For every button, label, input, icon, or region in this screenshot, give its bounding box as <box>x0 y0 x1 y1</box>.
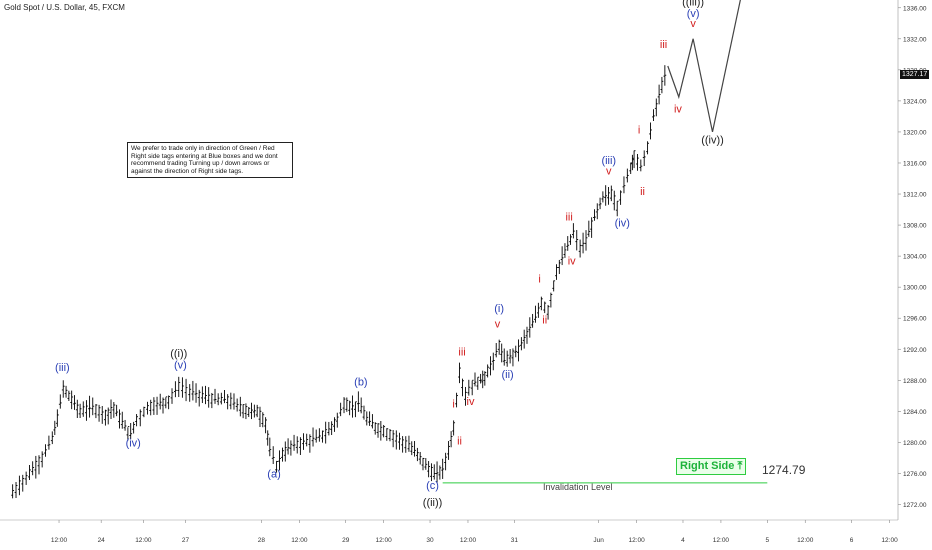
wave-label: ((i)) <box>170 348 187 360</box>
wave-label: ii <box>457 436 462 448</box>
x-tick-label: 12:00 <box>713 537 730 544</box>
y-tick-label: 1320.00 <box>903 129 927 136</box>
wave-label: ((ii)) <box>423 497 443 509</box>
x-tick-label: 12:00 <box>291 537 308 544</box>
invalidation-label: Invalidation Level <box>543 482 613 492</box>
y-tick-label: 1324.00 <box>903 98 927 105</box>
y-tick-label: 1336.00 <box>903 5 927 12</box>
wave-label: iv <box>568 256 576 268</box>
x-tick-label: 12:00 <box>628 537 645 544</box>
x-tick-label: 31 <box>511 537 519 544</box>
y-tick-label: 1304.00 <box>903 254 927 261</box>
wave-label: (b) <box>354 377 367 389</box>
y-tick-label: 1316.00 <box>903 160 927 167</box>
strategy-note: We prefer to trade only in direction of … <box>127 142 293 178</box>
y-tick-label: 1272.00 <box>903 502 927 509</box>
y-tick-label: 1296.00 <box>903 316 927 323</box>
invalidation-value: 1274.79 <box>762 463 806 477</box>
x-tick-label: 12:00 <box>797 537 814 544</box>
wave-label: iii <box>565 211 572 223</box>
wave-label: iv <box>674 104 682 116</box>
x-tick-label: 12:00 <box>51 537 68 544</box>
x-tick-label: 27 <box>182 537 190 544</box>
wave-label: (iii) <box>55 362 70 374</box>
y-tick-label: 1280.00 <box>903 440 927 447</box>
chart-title: Gold Spot / U.S. Dollar, 45, FXCM <box>4 3 125 12</box>
wave-label: (i) <box>494 303 504 315</box>
x-tick-label: 4 <box>681 537 685 544</box>
y-tick-label: 1300.00 <box>903 285 927 292</box>
last-price-tag: 1327.17 <box>900 70 930 79</box>
x-tick-label: 28 <box>258 537 266 544</box>
right-side-tag[interactable]: Right Side ⤒ <box>676 458 747 475</box>
wave-label: (iii) <box>601 155 616 167</box>
x-tick-label: 29 <box>342 537 350 544</box>
x-tick-label: Jun <box>593 537 604 544</box>
wave-label: (c) <box>426 480 439 492</box>
x-tick-label: 12:00 <box>460 537 477 544</box>
y-tick-label: 1308.00 <box>903 223 927 230</box>
wave-label: (iv) <box>126 437 141 449</box>
x-tick-label: 12:00 <box>135 537 152 544</box>
y-tick-label: 1332.00 <box>903 36 927 43</box>
y-tick-label: 1288.00 <box>903 378 927 385</box>
x-tick-label: 24 <box>98 537 106 544</box>
projection-line <box>667 0 741 133</box>
wave-label: ii <box>640 186 645 198</box>
x-tick-label: 30 <box>426 537 434 544</box>
wave-label: (ii) <box>501 369 513 381</box>
wave-label: ((iv)) <box>701 135 724 147</box>
wave-label: (iv) <box>615 218 630 230</box>
wave-label: iii <box>660 39 667 51</box>
up-arrow-icon: ⤒ <box>737 460 743 472</box>
wave-label: (v) <box>174 360 187 372</box>
y-tick-label: 1284.00 <box>903 409 927 416</box>
x-tick-label: 6 <box>850 537 854 544</box>
wave-label: i <box>638 124 640 136</box>
y-tick-label: 1292.00 <box>903 347 927 354</box>
x-tick-label: 5 <box>765 537 769 544</box>
wave-label: v <box>690 18 696 30</box>
wave-label: (v) <box>687 8 700 20</box>
wave-label: (a) <box>267 468 280 480</box>
x-tick-label: 12:00 <box>881 537 898 544</box>
wave-label: iii <box>458 346 465 358</box>
wave-label: i <box>538 274 540 286</box>
wave-label: i <box>452 398 454 410</box>
wave-label: iv <box>467 396 475 408</box>
wave-label: v <box>495 319 501 331</box>
wave-label: ((iii)) <box>682 0 704 8</box>
y-tick-label: 1276.00 <box>903 471 927 478</box>
wave-label: v <box>606 166 612 178</box>
wave-label: ii <box>542 315 547 327</box>
right-side-label: Right Side <box>680 460 735 472</box>
y-tick-label: 1312.00 <box>903 192 927 199</box>
x-tick-label: 12:00 <box>376 537 393 544</box>
